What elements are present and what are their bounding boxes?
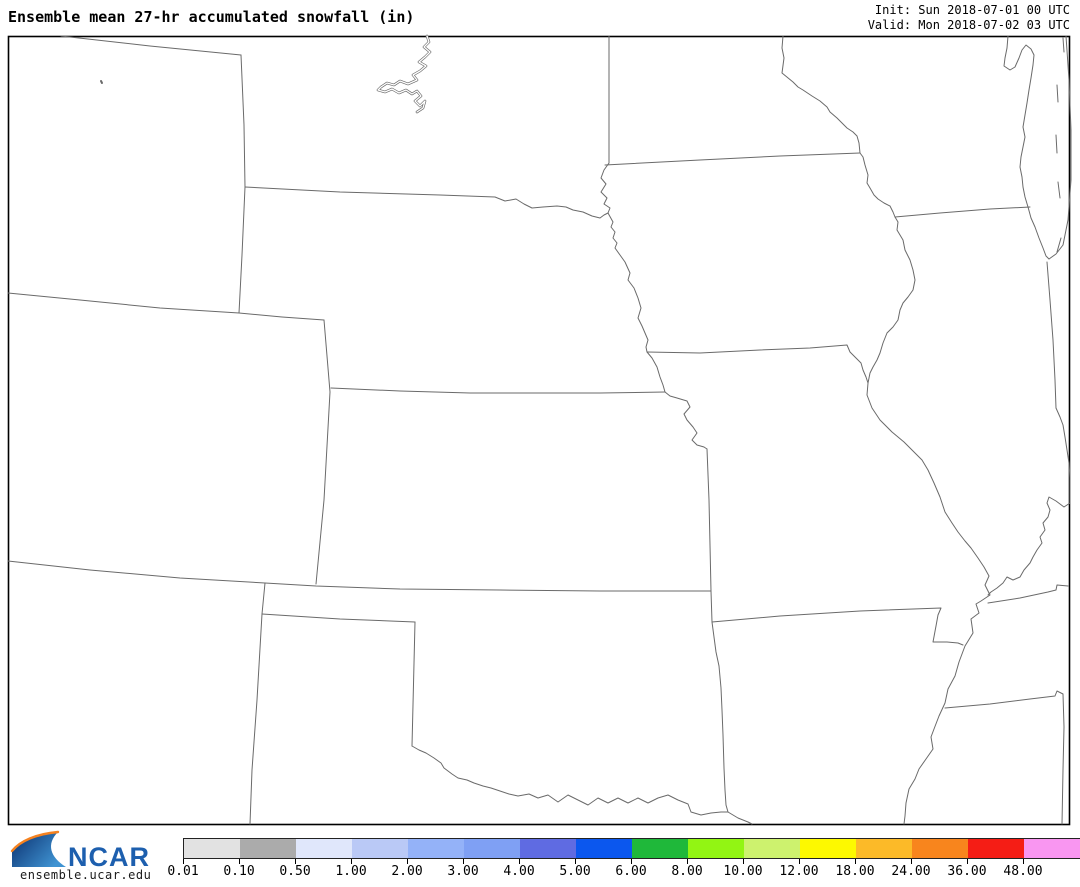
colorbar-level-label: 48.00 [1003, 864, 1043, 879]
colorbar-level-label: 8.00 [671, 864, 703, 879]
colorbar-tick [743, 859, 744, 864]
border-ks-ok-37n [7, 560, 712, 592]
colorbar-tick [1023, 859, 1024, 864]
colorbar-level-label: 6.00 [615, 864, 647, 879]
lake-state-line-dash [1057, 181, 1061, 199]
colorbar-tick [687, 859, 688, 864]
sd-missouri-river-lake [377, 35, 431, 113]
colorbar-tick [519, 859, 520, 864]
colorbar-segment [744, 839, 800, 858]
small-lake-wy [100, 80, 103, 84]
colorbar-tick [631, 859, 632, 864]
mississippi-mn-wi [781, 35, 861, 154]
colorbar-tick [967, 859, 968, 864]
border-il-in [1046, 261, 1057, 409]
colorbar-tick [407, 859, 408, 864]
colorbar-segment [912, 839, 968, 858]
colorbar-tick [183, 859, 184, 864]
colorbar-level-label: 0.50 [279, 864, 311, 879]
border-nm-ok-103w [261, 582, 266, 615]
colorbar-segment [856, 839, 912, 858]
colorbar-segment [576, 839, 632, 858]
colorbar-legend: 0.01 0.10 0.50 1.00 2.00 3.00 4.00 5.00 6.00 8.00… [0, 838, 1080, 887]
mississippi-mo-il [866, 382, 991, 825]
ncar-logo-sail-shape [12, 832, 66, 867]
colorbar-level-label: 10.00 [723, 864, 763, 879]
site-url: ensemble.ucar.edu [20, 868, 152, 882]
colorbar-segment [632, 839, 688, 858]
border-tn-ms-al [944, 690, 1065, 825]
border-wy-co-ne-41n [7, 292, 325, 321]
lake-state-line-dash [1062, 37, 1065, 53]
lake-state-line-dash [1055, 134, 1058, 154]
colorbar-segment [408, 839, 464, 858]
colorbar-tick [239, 859, 240, 864]
colorbar-level-label: 12.00 [779, 864, 819, 879]
colorbar-level-label: 24.00 [891, 864, 931, 879]
colorbar-segment [464, 839, 520, 858]
colorbar-segment [184, 839, 240, 858]
wabash-ohio-river [987, 407, 1071, 596]
valid-timestamp: Valid: Mon 2018-07-02 03 UTC [867, 18, 1070, 32]
colorbar-level-label: 18.00 [835, 864, 875, 879]
border-co-east-102w [315, 319, 331, 585]
border-ky-tn [987, 584, 1069, 604]
colorbar [183, 838, 1080, 859]
lake-michigan-west-shore [1003, 35, 1050, 260]
border-mo-ar-365n [711, 607, 964, 646]
border-ia-mn [604, 152, 861, 166]
border-ks-mo-ok-ar [706, 448, 729, 813]
ncar-logo-text: NCAR [68, 842, 150, 872]
lake-state-line-dash [1056, 237, 1062, 253]
map-frame [7, 35, 1071, 826]
colorbar-segment [688, 839, 744, 858]
page-title: Ensemble mean 27-hr accumulated snowfall… [8, 8, 415, 26]
colorbar-level-label: 1.00 [335, 864, 367, 879]
colorbar-level-label: 4.00 [503, 864, 535, 879]
colorbar-level-label: 0.10 [223, 864, 255, 879]
init-timestamp: Init: Sun 2018-07-01 00 UTC [874, 3, 1070, 17]
border-tx-ok-100w [411, 621, 416, 747]
colorbar-level-label: 5.00 [559, 864, 591, 879]
border-nm-tx-103w [249, 613, 263, 825]
ncar-logo-orange-arc [10, 830, 60, 853]
colorbar-segment [520, 839, 576, 858]
lake-michigan-east-shore [1048, 35, 1072, 260]
colorbar-level-label: 2.00 [391, 864, 423, 879]
colorbar-segment [1024, 839, 1080, 858]
colorbar-tick [911, 859, 912, 864]
colorbar-tick [855, 859, 856, 864]
colorbar-level-label: 0.01 [167, 864, 199, 879]
border-ok-tx-365n [261, 613, 416, 623]
colorbar-tick [351, 859, 352, 864]
lake-state-line-dash [1056, 84, 1059, 103]
ncar-logo: NCAR [10, 830, 150, 872]
border-ne-ks-40n [330, 387, 666, 394]
colorbar-segment [352, 839, 408, 858]
mississippi-ia-il [859, 152, 916, 384]
colorbar-level-label: 3.00 [447, 864, 479, 879]
colorbar-tick [799, 859, 800, 864]
colorbar-segment [800, 839, 856, 858]
colorbar-level-label: 36.00 [947, 864, 987, 879]
colorbar-segment [968, 839, 1024, 858]
border-ia-mo [646, 344, 869, 384]
colorbar-tick [575, 859, 576, 864]
red-river [411, 745, 753, 825]
colorbar-segment [296, 839, 352, 858]
colorbar-tick [295, 859, 296, 864]
colorbar-tick [463, 859, 464, 864]
border-mt-wy-45n [60, 35, 242, 56]
colorbar-segment [240, 839, 296, 858]
border-sd-ne-43n [244, 186, 609, 219]
missouri-river-ne-ia [607, 212, 708, 450]
border-wi-il-425n [894, 206, 1031, 218]
big-sioux-river [600, 162, 611, 214]
